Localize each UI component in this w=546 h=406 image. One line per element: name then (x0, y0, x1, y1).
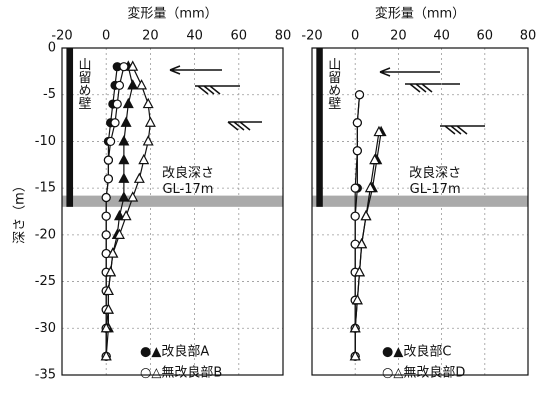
triangle-marker (135, 174, 144, 183)
x-tick-label: 40 (433, 29, 450, 44)
band-sublabel: GL-17m (410, 182, 461, 197)
plot-frame (62, 48, 283, 375)
legend-label: ●▲改良部A (140, 344, 209, 360)
arrow (380, 68, 440, 76)
x-tick-label: 20 (142, 29, 159, 44)
circle-marker (353, 119, 361, 127)
circle-marker (107, 137, 115, 145)
y-tick-label: 0 (48, 41, 56, 56)
x-axis-label: 変形量（mm） (127, 6, 217, 22)
triangle-marker (146, 118, 155, 127)
slope-symbol (440, 126, 485, 134)
circle-marker (120, 63, 128, 71)
y-tick-label: -10 (35, 134, 56, 149)
x-axis-label: 変形量（mm） (375, 6, 465, 22)
triangle-marker (362, 211, 371, 220)
triangle-marker (122, 211, 131, 220)
wall-label: 山留め壁 (76, 57, 92, 109)
slope-symbol (405, 84, 460, 92)
triangle-marker (144, 136, 153, 145)
triangle-marker (119, 174, 128, 183)
x-tick-label: 0 (102, 29, 110, 44)
y-tick-label: -35 (35, 368, 56, 383)
retaining-wall (316, 48, 322, 207)
improvement-band (62, 196, 283, 207)
x-tick-label: -20 (301, 29, 322, 44)
x-tick-label: 80 (520, 29, 537, 44)
chart: 変形量（mm） 深さ（m） -20 0 20 40 60 80 0 -5 -10 -15 -20 -25 -… (0, 0, 546, 406)
circle-marker (353, 147, 361, 155)
y-tick-label: -5 (43, 87, 56, 102)
legend-label: ○△無改良部D (382, 365, 465, 381)
plot-frame (312, 48, 528, 375)
x-tick-label: 60 (477, 29, 494, 44)
circle-marker (351, 184, 359, 192)
arrow (170, 66, 222, 74)
circle-marker (104, 175, 112, 183)
circle-marker (351, 212, 359, 220)
triangle-marker (139, 155, 148, 164)
circle-marker (104, 156, 112, 164)
y-tick-label: -20 (35, 227, 56, 242)
y-axis-label: 深さ（m） (13, 179, 28, 244)
y-tick-label: -30 (35, 321, 56, 336)
x-tick-label: 60 (231, 29, 248, 44)
x-tick-label: 0 (351, 29, 359, 44)
circle-marker (111, 119, 119, 127)
triangle-marker (124, 99, 133, 108)
y-tick-label: -25 (35, 274, 56, 289)
triangle-marker (119, 155, 128, 164)
retaining-wall (66, 48, 73, 207)
band-sublabel: GL-17m (162, 182, 213, 197)
slope-symbol (228, 122, 262, 130)
circle-marker (102, 231, 110, 239)
x-tick-label: 40 (186, 29, 203, 44)
improvement-band (312, 196, 528, 207)
x-tick-label: 80 (275, 29, 292, 44)
band-label: 改良深さ (162, 165, 214, 181)
wall-label: 山留め壁 (325, 57, 341, 109)
legend-label: ○△無改良部B (140, 365, 222, 381)
circle-marker (115, 81, 123, 89)
triangle-marker (128, 80, 137, 89)
triangle-marker (144, 99, 153, 108)
slope-symbol (195, 86, 240, 94)
legend-label: ●▲改良部C (382, 344, 451, 360)
circle-marker (113, 100, 121, 108)
triangle-marker (119, 136, 128, 145)
y-tick-label: -15 (35, 181, 56, 196)
x-tick-label: 20 (390, 29, 407, 44)
circle-marker (356, 91, 364, 99)
circle-marker (102, 212, 110, 220)
circle-marker (102, 193, 110, 201)
band-label: 改良深さ (409, 165, 461, 181)
triangle-marker (137, 80, 146, 89)
triangle-marker (122, 118, 131, 127)
